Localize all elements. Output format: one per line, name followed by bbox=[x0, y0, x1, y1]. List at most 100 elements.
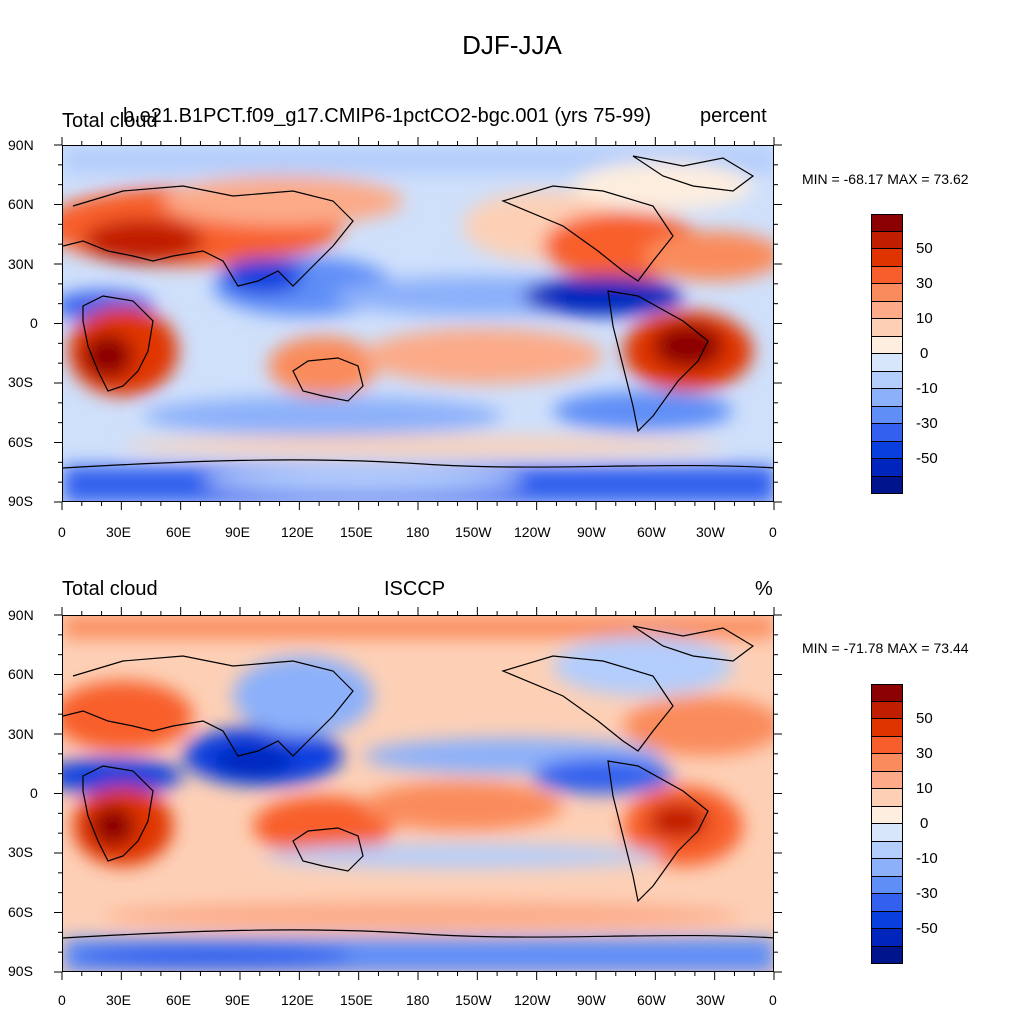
lon-label: 90E bbox=[225, 524, 250, 540]
colorbar-swatch bbox=[871, 354, 903, 372]
panel2-center-title: ISCCP bbox=[384, 578, 446, 600]
colorbar-label: -10 bbox=[916, 850, 938, 867]
lat-label: 90N bbox=[8, 607, 34, 623]
colorbar-swatch bbox=[871, 336, 903, 354]
lon-label: 120W bbox=[514, 524, 551, 540]
lat-label: 0 bbox=[30, 785, 38, 801]
lon-label: 0 bbox=[58, 992, 66, 1008]
lon-label: 0 bbox=[769, 524, 777, 540]
lat-label: 90S bbox=[8, 493, 33, 509]
lon-label: 150W bbox=[455, 524, 492, 540]
lon-label: 60E bbox=[166, 524, 191, 540]
colorbar-swatch bbox=[871, 476, 903, 494]
colorbar-label: 0 bbox=[920, 345, 929, 362]
colorbar-swatch bbox=[871, 859, 903, 877]
colorbar-swatch bbox=[871, 841, 903, 859]
lon-label: 0 bbox=[769, 992, 777, 1008]
lon-label: 150W bbox=[455, 992, 492, 1008]
lon-label: 120W bbox=[514, 992, 551, 1008]
panel1-left-title: Total cloud bbox=[62, 110, 158, 132]
colorbar-swatch bbox=[871, 301, 903, 319]
panel2-lon-axis: 0 30E 60E 90E 120E 150E 180 150W 120W 90… bbox=[0, 990, 800, 1014]
panel1-anomaly-field bbox=[63, 146, 773, 501]
colorbar-swatch bbox=[871, 824, 903, 842]
colorbar-label: -50 bbox=[916, 920, 938, 937]
colorbar-swatch bbox=[871, 684, 903, 702]
panel1-map bbox=[62, 145, 774, 502]
lon-label: 60W bbox=[637, 992, 666, 1008]
lat-label: 30N bbox=[8, 726, 34, 742]
colorbar-swatch bbox=[871, 894, 903, 912]
panel2-colorbar-labels: 50 30 10 0 -10 -30 -50 bbox=[916, 684, 976, 964]
colorbar-label: 10 bbox=[916, 780, 933, 797]
panel1-coastlines bbox=[63, 155, 773, 469]
lon-label: 90E bbox=[225, 992, 250, 1008]
colorbar-swatch bbox=[871, 771, 903, 789]
colorbar-swatch bbox=[871, 266, 903, 284]
colorbar-label: 50 bbox=[916, 240, 933, 257]
panel2-left-title: Total cloud bbox=[62, 578, 158, 600]
lon-label: 0 bbox=[58, 524, 66, 540]
lon-label: 90W bbox=[577, 524, 606, 540]
colorbar-swatch bbox=[871, 459, 903, 477]
colorbar-swatch bbox=[871, 806, 903, 824]
colorbar-swatch bbox=[871, 929, 903, 947]
lat-label: 30N bbox=[8, 256, 34, 272]
panel1-colorbar bbox=[871, 214, 903, 494]
lat-label: 60N bbox=[8, 196, 34, 212]
lon-label: 120E bbox=[281, 524, 314, 540]
lon-label: 60W bbox=[637, 524, 666, 540]
panel1-lon-axis: 0 30E 60E 90E 120E 150E 180 150W 120W 90… bbox=[0, 520, 800, 544]
colorbar-swatch bbox=[871, 424, 903, 442]
colorbar-swatch bbox=[871, 231, 903, 249]
panel2-lat-axis: 90N 60N 30N 0 30S 60S 90S bbox=[0, 0, 62, 990]
colorbar-swatch bbox=[871, 406, 903, 424]
panel2-stats: MIN = -71.78 MAX = 73.44 bbox=[802, 640, 969, 656]
colorbar-swatch bbox=[871, 441, 903, 459]
colorbar-label: 0 bbox=[920, 815, 929, 832]
colorbar-swatch bbox=[871, 389, 903, 407]
lon-label: 60E bbox=[166, 992, 191, 1008]
panel1-center-title: b.e21.B1PCT.f09_g17.CMIP6-1pctCO2-bgc.00… bbox=[123, 105, 652, 127]
lon-label: 30W bbox=[696, 992, 725, 1008]
lon-label: 30W bbox=[696, 524, 725, 540]
colorbar-swatch bbox=[871, 284, 903, 302]
colorbar-label: -30 bbox=[916, 415, 938, 432]
panel2-anomaly-field bbox=[63, 616, 773, 971]
lon-label: 150E bbox=[340, 524, 373, 540]
lat-label: 60S bbox=[8, 434, 33, 450]
colorbar-swatch bbox=[871, 319, 903, 337]
panel1-stats: MIN = -68.17 MAX = 73.62 bbox=[802, 171, 969, 187]
lat-label: 60S bbox=[8, 904, 33, 920]
figure-title: DJF-JJA bbox=[462, 30, 562, 60]
lat-label: 90N bbox=[8, 137, 34, 153]
colorbar-label: 30 bbox=[916, 745, 933, 762]
colorbar-label: 10 bbox=[916, 310, 933, 327]
lon-label: 120E bbox=[281, 992, 314, 1008]
colorbar-label: -30 bbox=[916, 885, 938, 902]
lon-label: 180 bbox=[406, 992, 430, 1008]
colorbar-label: -10 bbox=[916, 380, 938, 397]
lat-label: 60N bbox=[8, 666, 34, 682]
colorbar-swatch bbox=[871, 946, 903, 964]
lon-label: 180 bbox=[406, 524, 430, 540]
lat-label: 30S bbox=[8, 844, 33, 860]
lat-label: 30S bbox=[8, 374, 33, 390]
colorbar-swatch bbox=[871, 736, 903, 754]
panel2-colorbar bbox=[871, 684, 903, 964]
colorbar-label: -50 bbox=[916, 450, 938, 467]
lat-label: 90S bbox=[8, 963, 33, 979]
colorbar-swatch bbox=[871, 371, 903, 389]
colorbar-swatch bbox=[871, 249, 903, 267]
colorbar-swatch bbox=[871, 701, 903, 719]
colorbar-label: 50 bbox=[916, 710, 933, 727]
lat-label: 0 bbox=[30, 315, 38, 331]
colorbar-swatch bbox=[871, 911, 903, 929]
colorbar-swatch bbox=[871, 719, 903, 737]
colorbar-swatch bbox=[871, 214, 903, 232]
lon-label: 30E bbox=[106, 524, 131, 540]
panel1-colorbar-labels: 50 30 10 0 -10 -30 -50 bbox=[916, 214, 976, 494]
colorbar-label: 30 bbox=[916, 275, 933, 292]
panel1-lat-axis: 90N 60N 30N 0 30S 60S 90S bbox=[0, 0, 62, 520]
